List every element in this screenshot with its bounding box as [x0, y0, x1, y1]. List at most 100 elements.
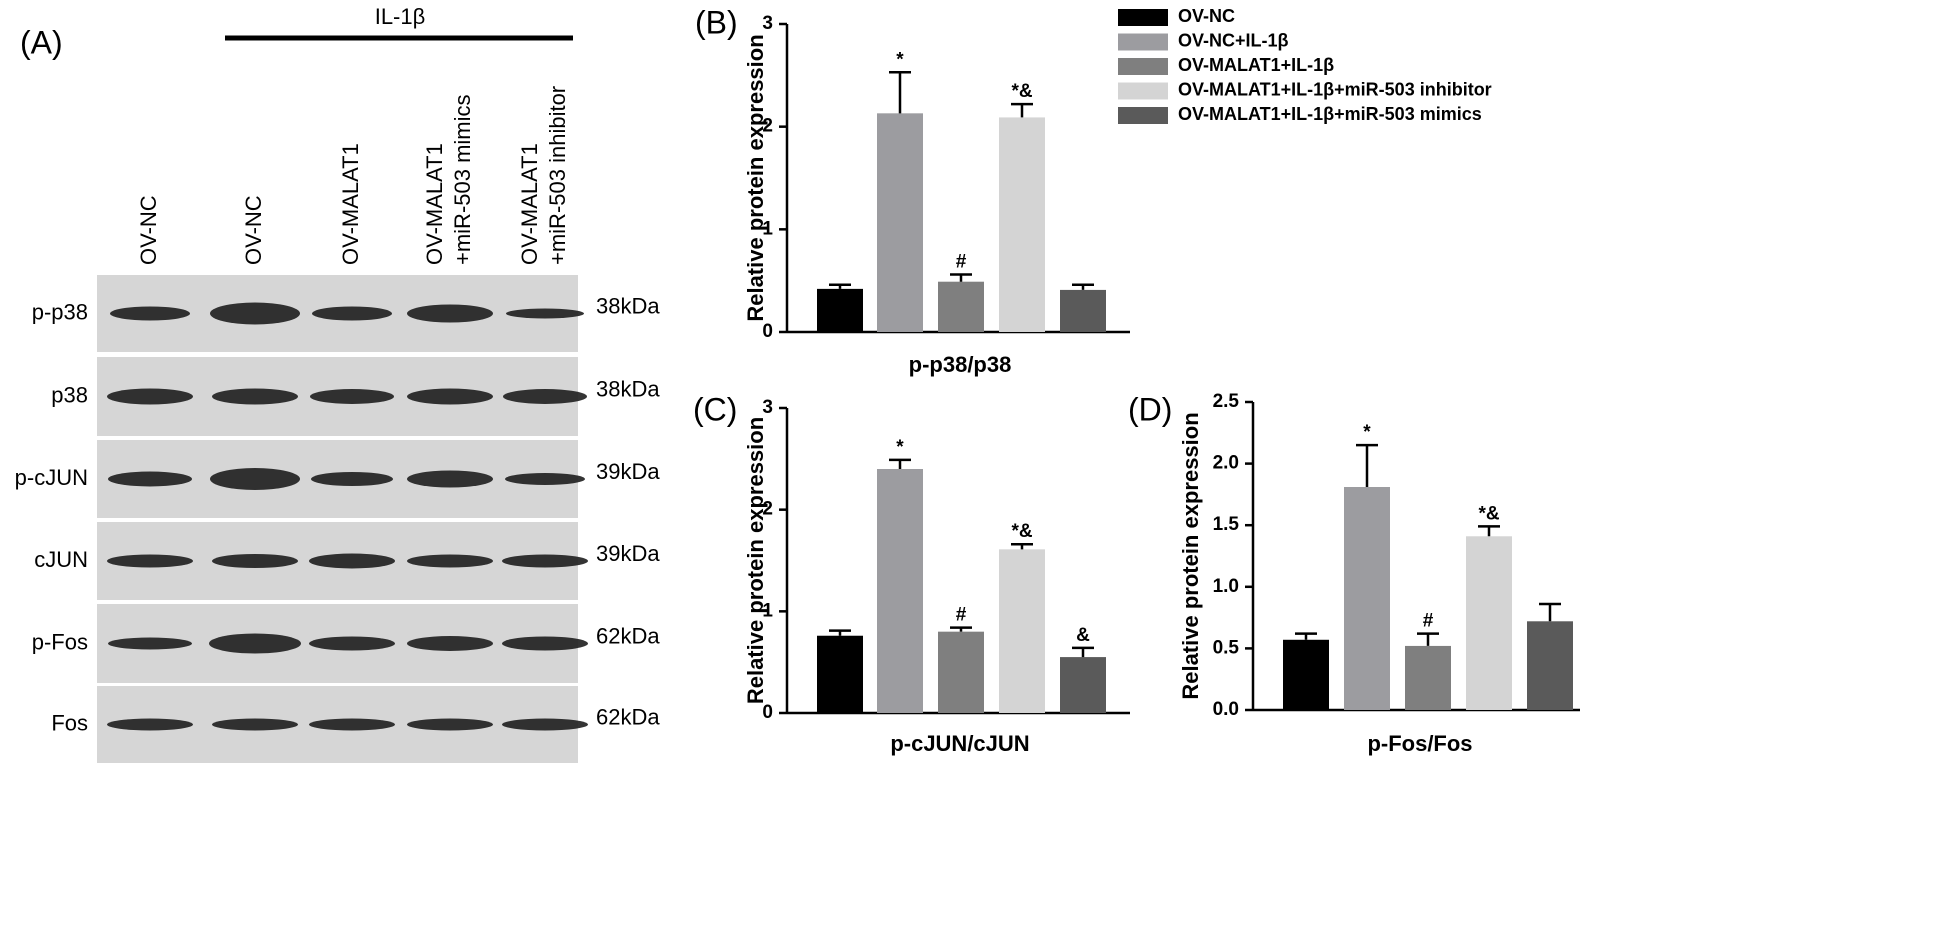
error-bar — [1417, 632, 1439, 646]
size-label: 39kDa — [596, 459, 660, 484]
bar — [1283, 639, 1329, 710]
legend-swatch — [1118, 33, 1168, 51]
bar — [877, 113, 923, 332]
band — [312, 306, 392, 321]
band — [310, 389, 394, 404]
bar — [817, 288, 863, 332]
bar — [1344, 487, 1390, 710]
bar — [1466, 536, 1512, 710]
size-label: 39kDa — [596, 541, 660, 566]
annotation: * — [896, 437, 904, 458]
y-tick-label: 3 — [762, 397, 773, 418]
band — [505, 473, 585, 485]
error-bar — [1478, 525, 1500, 537]
legend-label: OV-MALAT1+IL-1β+miR-503 inhibitor — [1178, 79, 1492, 99]
error-bar — [829, 283, 851, 289]
annotation: # — [956, 605, 967, 626]
band — [407, 388, 493, 405]
bar — [938, 631, 984, 713]
band — [309, 553, 395, 569]
legend-label: OV-NC+IL-1β — [1178, 30, 1289, 50]
y-tick-label: 0 — [762, 321, 773, 342]
error-bar — [1539, 602, 1561, 622]
panel-label: (B) — [695, 4, 738, 40]
band — [107, 554, 193, 568]
legend-label: OV-NC — [1178, 6, 1235, 26]
error-bar — [1295, 632, 1317, 640]
panel-label: (D) — [1128, 391, 1172, 427]
size-label: 38kDa — [596, 376, 660, 401]
y-tick-label: 1.5 — [1213, 514, 1240, 535]
y-tick-label: 1 — [762, 218, 773, 239]
size-label: 62kDa — [596, 623, 660, 648]
legend-swatch — [1118, 9, 1168, 26]
band — [108, 637, 192, 650]
y-tick-label: 2 — [762, 499, 773, 520]
legend-label: OV-MALAT1+IL-1β — [1178, 55, 1334, 75]
size-label: 62kDa — [596, 704, 660, 729]
annotation: *& — [1478, 503, 1499, 524]
annotation: * — [1363, 422, 1371, 443]
band — [407, 636, 493, 651]
annotation: * — [896, 49, 904, 70]
lane-label: OV-MALAT1 — [422, 143, 447, 265]
error-bar — [1072, 646, 1094, 658]
band — [502, 718, 588, 731]
protein-label: p-Fos — [32, 629, 88, 654]
bar — [1060, 289, 1106, 332]
bar — [1060, 657, 1106, 713]
annotation: *& — [1011, 521, 1032, 542]
protein-label: p-p38 — [32, 299, 88, 324]
band — [210, 468, 300, 490]
error-bar — [1356, 443, 1378, 488]
y-tick-label: 1 — [762, 600, 773, 621]
band — [407, 470, 493, 488]
bar — [1405, 645, 1451, 710]
y-tick-label: 2.0 — [1213, 453, 1239, 474]
annotation: *& — [1011, 81, 1032, 102]
treatment-label: IL-1β — [375, 4, 426, 29]
lane-label: OV-MALAT1 — [517, 143, 542, 265]
protein-label: Fos — [51, 710, 88, 735]
error-bar — [950, 626, 972, 632]
band — [108, 471, 192, 487]
y-tick-label: 0.5 — [1213, 637, 1240, 658]
legend-swatch — [1118, 58, 1168, 75]
band — [212, 554, 298, 568]
annotation: # — [1423, 611, 1434, 632]
lane-label: +miR-503 inhibitor — [545, 86, 570, 265]
lane-label: +miR-503 mimics — [450, 94, 475, 265]
x-axis-title: p-cJUN/cJUN — [890, 731, 1029, 756]
band — [407, 304, 493, 323]
band — [309, 718, 395, 731]
legend-swatch — [1118, 107, 1168, 124]
band — [502, 636, 588, 651]
error-bar — [1072, 283, 1094, 290]
y-axis-title: Relative protein expression — [743, 417, 768, 704]
y-tick-label: 2 — [762, 116, 773, 137]
y-tick-label: 1.0 — [1213, 576, 1239, 597]
error-bar — [829, 629, 851, 636]
lane-label: OV-MALAT1 — [338, 143, 363, 265]
y-axis-title: Relative protein expression — [1178, 412, 1203, 699]
lane-label: OV-NC — [136, 195, 161, 265]
band — [407, 718, 493, 731]
band — [506, 308, 584, 319]
annotation: # — [956, 252, 967, 273]
band — [107, 388, 193, 405]
band — [212, 718, 298, 731]
y-axis-title: Relative protein expression — [743, 34, 768, 321]
bar — [938, 281, 984, 332]
panel-label: (A) — [20, 24, 63, 60]
y-tick-label: 0 — [762, 702, 773, 723]
panel-label: (C) — [693, 391, 737, 427]
error-bar — [889, 71, 911, 114]
protein-label: p38 — [51, 382, 88, 407]
bar — [1527, 621, 1573, 710]
band — [311, 472, 393, 486]
band — [309, 636, 395, 651]
bar — [817, 635, 863, 713]
error-bar — [950, 273, 972, 282]
error-bar — [1011, 102, 1033, 118]
